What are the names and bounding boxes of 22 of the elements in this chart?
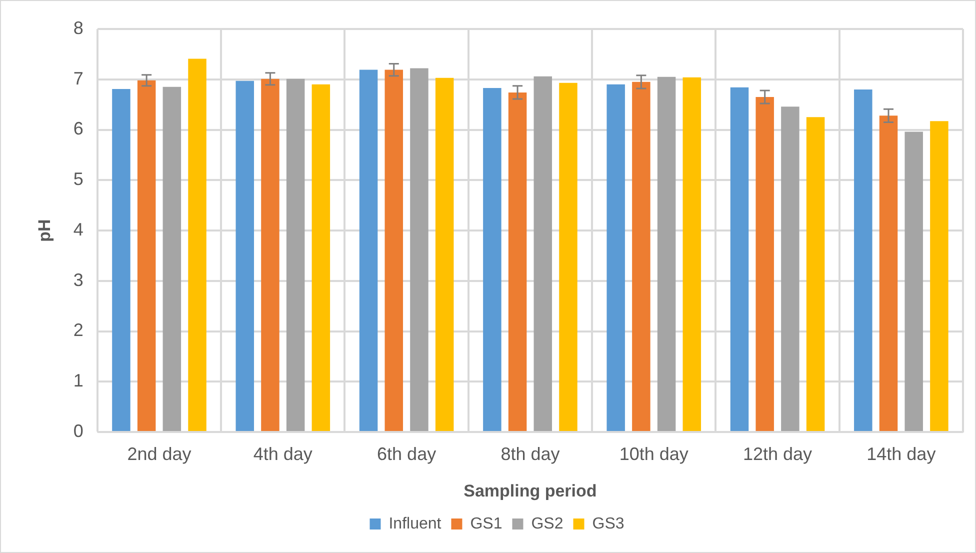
legend-label: GS1 (470, 515, 502, 532)
x-tick-label: 2nd day (127, 444, 192, 464)
y-tick-label: 1 (73, 370, 84, 391)
y-tick-label: 8 (73, 18, 84, 38)
y-tick-label: 6 (73, 118, 84, 139)
x-axis-title: Sampling period (464, 481, 597, 500)
y-tick-label: 7 (73, 68, 84, 88)
legend-label: Influent (388, 515, 442, 532)
legend-label: GS3 (592, 515, 624, 532)
y-tick-label: 5 (73, 169, 84, 190)
x-tick-label: 10th day (619, 444, 688, 464)
x-tick-label: 4th day (253, 444, 312, 464)
x-tick-label: 14th day (866, 444, 936, 464)
y-tick-label: 3 (73, 270, 84, 290)
y-axis-title: pH (34, 219, 54, 242)
y-tick-label: 2 (73, 320, 84, 340)
x-tick-label: 6th day (377, 444, 436, 464)
x-tick-label: 8th day (500, 444, 560, 464)
y-tick-label: 4 (73, 219, 84, 240)
x-tick-label: 12th day (742, 444, 812, 464)
y-tick-label: 0 (73, 420, 84, 441)
legend-label: GS2 (531, 515, 564, 532)
